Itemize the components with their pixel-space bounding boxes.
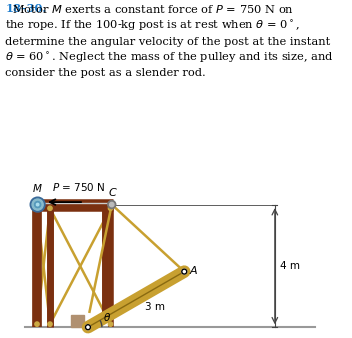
Circle shape (48, 206, 52, 211)
Circle shape (108, 200, 116, 209)
Text: $C$: $C$ (108, 186, 118, 198)
Circle shape (108, 322, 113, 326)
Text: $P$ = 750 N: $P$ = 750 N (51, 182, 105, 193)
Circle shape (108, 206, 113, 211)
Bar (71, 315, 84, 327)
Circle shape (35, 322, 39, 326)
Circle shape (32, 199, 43, 210)
Circle shape (35, 206, 39, 211)
Circle shape (30, 197, 45, 212)
Text: 4 m: 4 m (281, 261, 300, 271)
Circle shape (36, 203, 39, 206)
Circle shape (48, 322, 52, 326)
Text: $A$: $A$ (189, 264, 198, 276)
Circle shape (34, 201, 41, 208)
Circle shape (86, 325, 90, 330)
Text: Motor $M$ exerts a constant force of $P$ = 750 N on
the rope. If the 100-kg post: Motor $M$ exerts a constant force of $P$… (5, 3, 334, 78)
Text: 18–30.: 18–30. (5, 3, 46, 14)
Circle shape (109, 202, 114, 207)
Text: $\theta$: $\theta$ (103, 312, 112, 323)
Text: $B$: $B$ (83, 336, 93, 338)
Circle shape (182, 269, 187, 274)
Text: $M$: $M$ (32, 182, 43, 194)
Text: 3 m: 3 m (145, 302, 165, 312)
